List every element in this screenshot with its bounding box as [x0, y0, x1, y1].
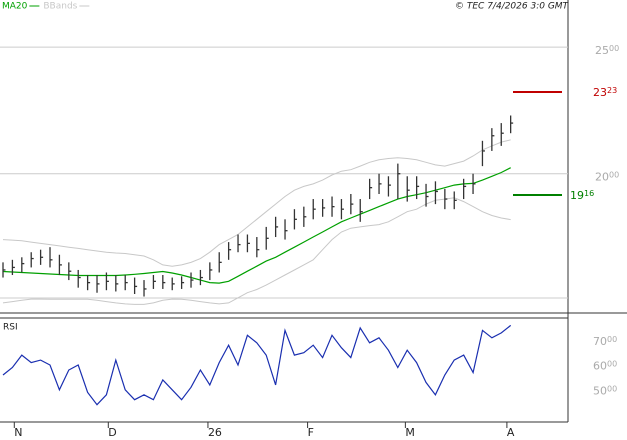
level-label: 1916 [570, 189, 594, 203]
x-tick-label: A [507, 426, 515, 439]
panel-label: RSI [3, 323, 18, 333]
legend-label: MA20 [2, 2, 28, 12]
y-tick-label: 6000 [593, 359, 617, 373]
level-label: 2323 [593, 85, 617, 99]
x-tick-label: F [308, 426, 314, 439]
x-tick-label: 26 [208, 426, 222, 439]
x-tick-label: M [405, 426, 415, 439]
legend-label: BBands [43, 2, 77, 12]
rsi-line [2, 324, 512, 406]
x-tick-label: D [108, 426, 116, 439]
y-tick-label: 2500 [595, 44, 619, 58]
source: © TEC 7/4/2026 3:0 GMT [455, 2, 570, 12]
x-tick-label: N [14, 426, 22, 439]
y-tick-label: 5000 [593, 384, 617, 398]
y-tick-label: 7000 [593, 334, 617, 348]
y-tick-label: 2000 [595, 170, 619, 184]
bband-upper [2, 139, 511, 267]
